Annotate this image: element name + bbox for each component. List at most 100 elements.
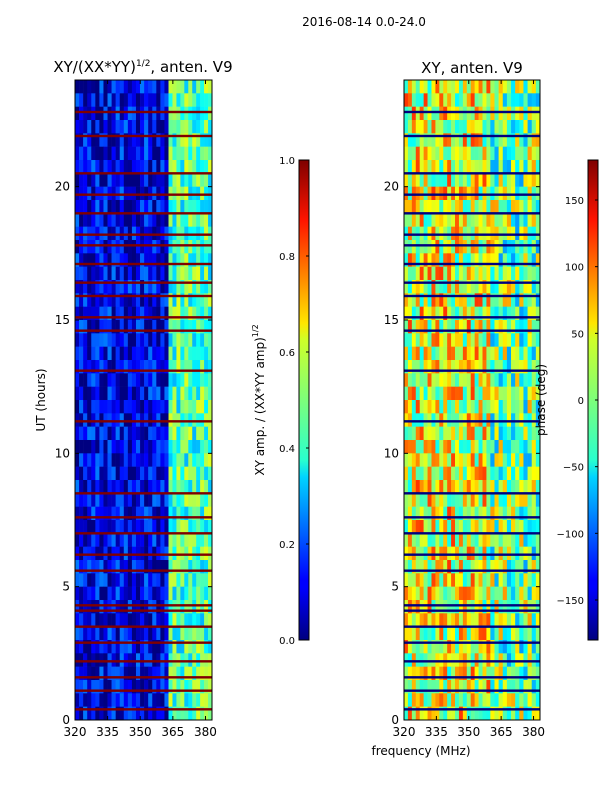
phase-colorbar-tick-label: 50 <box>571 329 584 340</box>
amplitude-cell <box>188 426 193 441</box>
amplitude-cell <box>123 133 129 147</box>
phase-cell <box>494 333 499 347</box>
phase-cell <box>447 266 452 281</box>
phase-cell <box>490 533 495 547</box>
phase-cell <box>490 666 495 681</box>
phase-cell <box>427 706 432 721</box>
amplitude-cell <box>164 320 169 334</box>
amplitude-cell <box>119 280 125 294</box>
amplitude-cell <box>140 306 145 321</box>
amplitude-cell <box>196 400 201 414</box>
phase-cell <box>511 120 516 134</box>
amplitude-cell <box>83 453 88 467</box>
phase-cell <box>466 360 472 374</box>
amplitude-cell <box>172 613 177 627</box>
amplitude-cell <box>164 200 169 214</box>
amplitude-cell <box>103 600 108 614</box>
amplitude-cell <box>131 266 137 281</box>
phase-cell <box>462 400 468 414</box>
amplitude-cell <box>107 320 112 334</box>
phase-cell <box>506 693 512 707</box>
phase-cell <box>462 386 468 401</box>
phase-cell <box>427 293 432 307</box>
phase-cell <box>515 333 520 347</box>
phase-cell <box>519 146 524 161</box>
amplitude-cell <box>103 160 108 174</box>
amplitude-cell <box>83 440 88 454</box>
phase-cell <box>404 560 409 574</box>
phase-x-tick-label: 335 <box>425 725 448 739</box>
amplitude-cell <box>103 240 108 254</box>
amplitude-cell <box>208 253 213 267</box>
phase-cell <box>443 373 448 387</box>
amplitude-cell <box>135 386 141 401</box>
phase-cell <box>478 346 483 361</box>
amplitude-cell <box>148 440 153 454</box>
amplitude-cell <box>156 320 161 334</box>
amplitude-cell <box>208 160 213 174</box>
phase-cell <box>478 253 483 267</box>
phase-cell <box>494 306 499 321</box>
amplitude-cell <box>196 706 201 721</box>
amplitude-cell <box>160 440 165 454</box>
amplitude-cell <box>123 253 129 267</box>
phase-cell <box>506 493 512 507</box>
phase-cell <box>523 240 528 254</box>
amplitude-cell <box>180 346 185 361</box>
phase-cell <box>404 346 409 361</box>
amplitude-cell <box>111 493 116 507</box>
amplitude-cell <box>131 360 137 374</box>
amplitude-cell <box>135 333 141 347</box>
phase-cell <box>494 666 499 681</box>
phase-cell <box>506 706 512 721</box>
amplitude-cell <box>107 560 112 574</box>
amplitude-cell <box>127 466 133 481</box>
amplitude-cell <box>200 453 205 467</box>
amplitude-cell <box>180 560 185 574</box>
amplitude-cell <box>111 386 116 401</box>
phase-cell <box>419 120 424 134</box>
amplitude-cell <box>208 200 213 214</box>
phase-cell <box>506 506 512 521</box>
phase-cell <box>466 680 472 694</box>
amplitude-cell <box>127 173 133 187</box>
phase-cell <box>462 453 468 467</box>
amplitude-cell <box>156 520 161 534</box>
phase-cell <box>462 613 468 627</box>
phase-cell <box>502 600 508 614</box>
phase-cell <box>502 266 508 281</box>
phase-cell <box>474 573 479 587</box>
phase-cell <box>490 360 495 374</box>
phase-cell <box>407 146 413 161</box>
phase-cell <box>462 93 468 107</box>
amplitude-cell <box>111 600 116 614</box>
amplitude-cell <box>83 386 88 401</box>
phase-cell <box>498 146 504 161</box>
phase-cell <box>470 266 475 281</box>
amplitude-cell <box>107 200 112 214</box>
amplitude-cell <box>95 586 100 601</box>
phase-cell <box>455 626 460 641</box>
amplitude-cell <box>103 453 108 467</box>
phase-cell <box>404 400 409 414</box>
amplitude-cell <box>95 480 100 494</box>
phase-cell <box>431 120 436 134</box>
phase-cell <box>474 280 479 294</box>
phase-cell <box>451 160 456 174</box>
amplitude-cell <box>75 333 80 347</box>
amplitude-cell <box>180 600 185 614</box>
amplitude-cell <box>123 493 129 507</box>
amplitude-cell <box>180 333 185 347</box>
phase-cell <box>431 266 436 281</box>
amplitude-cell <box>87 680 92 694</box>
amplitude-cell <box>200 160 205 174</box>
phase-cell <box>515 253 520 267</box>
amplitude-cell <box>152 680 157 694</box>
amplitude-cell <box>131 573 137 587</box>
amplitude-cell <box>91 253 96 267</box>
phase-cell <box>498 306 504 321</box>
amplitude-cell <box>144 120 149 134</box>
amplitude-cell <box>172 320 177 334</box>
phase-cell <box>423 693 428 707</box>
